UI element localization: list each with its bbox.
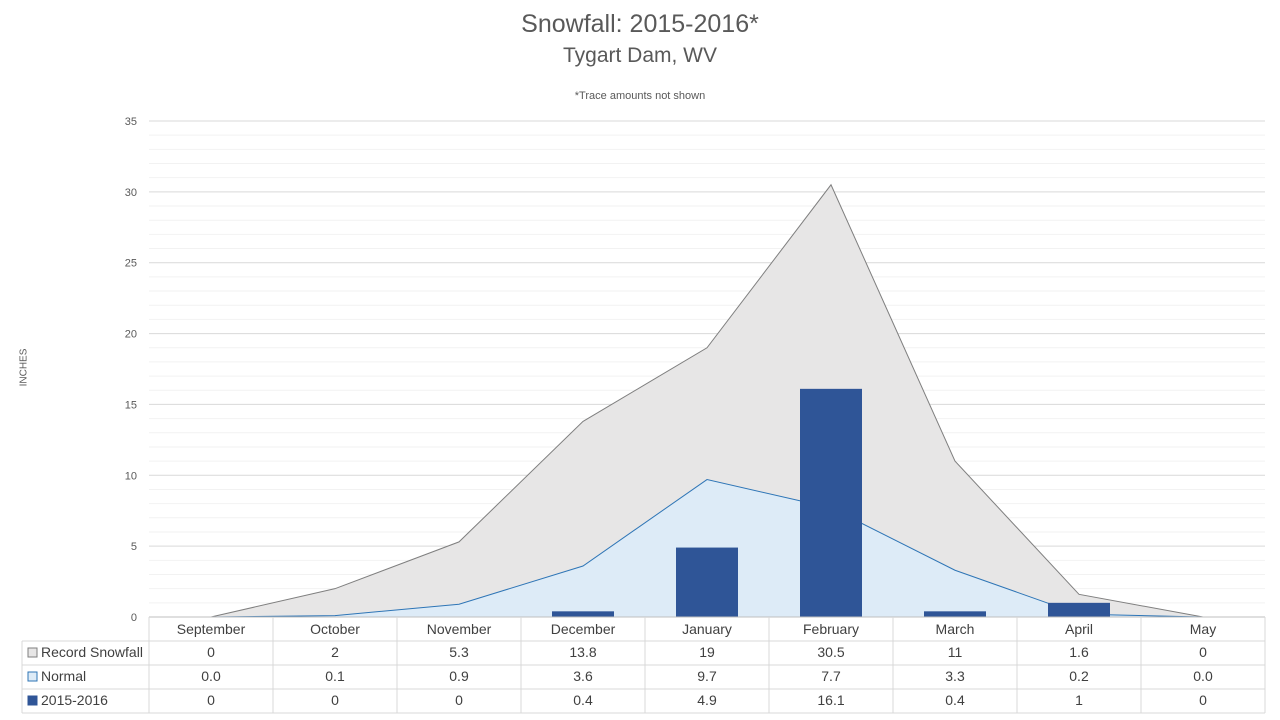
- line-normal: [210, 479, 1204, 618]
- data-cell: 11: [948, 644, 963, 660]
- data-cell: 0.4: [945, 692, 965, 708]
- y-tick-label: 15: [125, 399, 137, 411]
- legend-key: [27, 647, 38, 658]
- data-cell: 7.7: [821, 668, 841, 684]
- line-record-snowfall: [210, 183, 1204, 618]
- data-cell: 5.3: [449, 644, 469, 660]
- data-cell: 1: [1075, 692, 1083, 708]
- x-tick-label: January: [682, 621, 732, 637]
- legend-label: 2015-2016: [41, 692, 108, 708]
- legend-label: Normal: [41, 668, 86, 684]
- bar-march: [924, 611, 986, 617]
- y-tick-label: 0: [131, 612, 137, 624]
- data-cell: 0: [331, 692, 339, 708]
- data-cell: 0.0: [201, 668, 221, 684]
- data-cell: 3.6: [573, 668, 593, 684]
- data-cell: 0.0: [1193, 668, 1213, 684]
- x-tick-label: September: [177, 621, 246, 637]
- data-cell: 0: [1199, 692, 1207, 708]
- data-cell: 9.7: [697, 668, 717, 684]
- data-cell: 0: [455, 692, 463, 708]
- data-cell: 19: [699, 644, 715, 660]
- bar-january: [676, 547, 738, 617]
- area-record-snowfall: [211, 184, 1203, 617]
- data-cell: 0.2: [1069, 668, 1089, 684]
- legend-key: [27, 695, 38, 706]
- y-tick-label: 35: [125, 116, 137, 128]
- x-tick-label: April: [1065, 621, 1093, 637]
- data-cell: 0.9: [449, 668, 469, 684]
- y-tick-label: 25: [125, 258, 137, 270]
- x-tick-label: March: [936, 621, 975, 637]
- data-cell: 16.1: [817, 692, 844, 708]
- data-cell: 3.3: [945, 668, 965, 684]
- data-cell: 4.9: [697, 692, 717, 708]
- chart-subtitle: Tygart Dam, WV: [562, 44, 718, 67]
- x-tick-label: October: [310, 621, 360, 637]
- x-tick-label: November: [427, 621, 492, 637]
- bar-april: [1048, 602, 1110, 617]
- data-cell: 0.1: [325, 668, 345, 684]
- data-cell: 0.4: [573, 692, 593, 708]
- y-tick-label: 5: [131, 541, 137, 553]
- y-tick-label: 10: [125, 470, 137, 482]
- data-cell: 1.6: [1069, 644, 1089, 660]
- bar-february: [800, 388, 862, 617]
- data-cell: 30.5: [817, 644, 844, 660]
- chart-note: *Trace amounts not shown: [574, 90, 706, 102]
- data-cell: 0: [207, 692, 215, 708]
- y-tick-label: 20: [125, 329, 137, 341]
- data-cell: 0: [207, 644, 215, 660]
- legend-key: [27, 671, 38, 682]
- y-tick-label: 30: [125, 187, 137, 199]
- x-tick-label: May: [1190, 621, 1216, 637]
- legend-label: Record Snowfall: [41, 644, 143, 660]
- data-cell: 0: [1199, 644, 1207, 660]
- bar-december: [552, 611, 614, 617]
- data-cell: 2: [331, 644, 339, 660]
- chart-title: Snowfall: 2015-2016*: [521, 10, 759, 38]
- x-tick-label: December: [551, 621, 616, 637]
- data-cell: 13.8: [569, 644, 596, 660]
- x-tick-label: February: [803, 621, 859, 637]
